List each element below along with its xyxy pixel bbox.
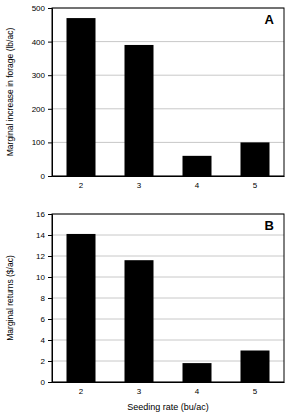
y-tick-mark — [48, 382, 52, 383]
y-axis-title: Marginal increase in forage (lb/ac) — [5, 28, 15, 157]
y-tick-mark — [48, 75, 52, 76]
x-tick: 4 — [195, 176, 200, 190]
y-tick: 300 — [32, 71, 52, 80]
x-tick: 3 — [137, 382, 142, 396]
figure: 01002003004005002345AMarginal increase i… — [0, 0, 294, 419]
x-tick: 4 — [195, 382, 200, 396]
y-tick: 0 — [41, 378, 52, 387]
x-tick: 2 — [79, 382, 84, 396]
x-tick-label: 5 — [253, 387, 258, 396]
x-tick: 5 — [253, 176, 258, 190]
y-tick-mark — [48, 214, 52, 215]
y-tick: 10 — [36, 273, 52, 282]
y-axis: 0 2 4 6 8 10 12 14 16 — [36, 210, 52, 387]
y-tick: 400 — [32, 38, 52, 47]
y-tick: 14 — [36, 231, 52, 240]
y-tick: 0 — [41, 172, 52, 181]
y-tick-label: 8 — [41, 294, 46, 303]
y-tick: 4 — [41, 336, 52, 345]
x-tick-label: 3 — [137, 387, 142, 396]
y-tick-mark — [48, 109, 52, 110]
y-tick-label: 0 — [41, 378, 46, 387]
y-tick-mark — [48, 256, 52, 257]
x-tick-label: 2 — [79, 181, 84, 190]
plot-frame — [52, 8, 284, 176]
bar — [241, 142, 270, 176]
y-tick-label: 6 — [41, 315, 46, 324]
y-tick: 8 — [41, 294, 52, 303]
x-tick: 5 — [253, 382, 258, 396]
x-tick-label: 4 — [195, 181, 200, 190]
y-tick-label: 16 — [36, 210, 45, 219]
y-tick-mark — [48, 42, 52, 43]
x-axis-line — [53, 176, 285, 177]
y-tick-mark — [48, 176, 52, 177]
x-tick: 2 — [79, 176, 84, 190]
bars — [67, 234, 270, 382]
y-tick: 200 — [32, 105, 52, 114]
y-tick: 16 — [36, 210, 52, 219]
y-tick: 2 — [41, 357, 52, 366]
y-tick-label: 4 — [41, 336, 46, 345]
y-tick-label: 14 — [36, 231, 45, 240]
x-tick-label: 2 — [79, 387, 84, 396]
y-tick-label: 2 — [41, 357, 46, 366]
panel: 0 100 200 300 400 500 2 3 4 5 A Marginal increase i… — [5, 4, 285, 190]
y-tick: 500 — [32, 4, 52, 13]
x-tick-label: 3 — [137, 181, 142, 190]
y-tick: 12 — [36, 252, 52, 261]
y-tick-mark — [48, 8, 52, 9]
y-tick: 100 — [32, 138, 52, 147]
y-tick-mark — [48, 340, 52, 341]
x-axis: 2 3 4 5 — [53, 176, 285, 190]
y-axis-line — [48, 9, 53, 177]
y-tick-label: 300 — [32, 71, 46, 80]
x-axis-title: Seeding rate (bu/ac) — [127, 402, 209, 412]
x-tick-label: 4 — [195, 387, 200, 396]
y-tick-mark — [48, 277, 52, 278]
y-tick-mark — [48, 319, 52, 320]
y-tick-mark — [48, 235, 52, 236]
y-axis: 0 100 200 300 400 500 — [32, 4, 53, 181]
panel: 0 2 4 6 8 10 12 14 16 2 3 4 5 B Marginal returns ($/ac… — [5, 210, 285, 412]
y-tick-label: 12 — [36, 252, 45, 261]
y-tick-label: 200 — [32, 105, 46, 114]
y-tick-mark — [48, 142, 52, 143]
y-tick-label: 10 — [36, 273, 45, 282]
grid — [52, 8, 284, 176]
bar — [183, 156, 212, 176]
bar — [241, 351, 270, 383]
y-tick-label: 400 — [32, 38, 46, 47]
bar — [125, 260, 154, 382]
y-axis-title: Marginal returns ($/ac) — [5, 255, 15, 341]
x-axis: 2 3 4 5 — [53, 382, 285, 396]
bar — [67, 234, 96, 382]
x-tick-label: 5 — [253, 181, 258, 190]
y-axis-line — [48, 215, 53, 383]
bars — [67, 18, 270, 176]
y-tick-label: 0 — [41, 172, 46, 181]
panel-title: B — [265, 218, 274, 233]
bar — [67, 18, 96, 176]
grid — [52, 214, 284, 382]
y-tick-mark — [48, 361, 52, 362]
y-tick-label: 100 — [32, 138, 46, 147]
panel-title: A — [265, 12, 275, 27]
bar — [125, 45, 154, 176]
bar — [183, 363, 212, 382]
y-tick: 6 — [41, 315, 52, 324]
x-tick: 3 — [137, 176, 142, 190]
y-tick-mark — [48, 298, 52, 299]
x-axis-line — [53, 382, 285, 383]
y-tick-label: 500 — [32, 4, 46, 13]
plot-frame — [52, 214, 284, 382]
